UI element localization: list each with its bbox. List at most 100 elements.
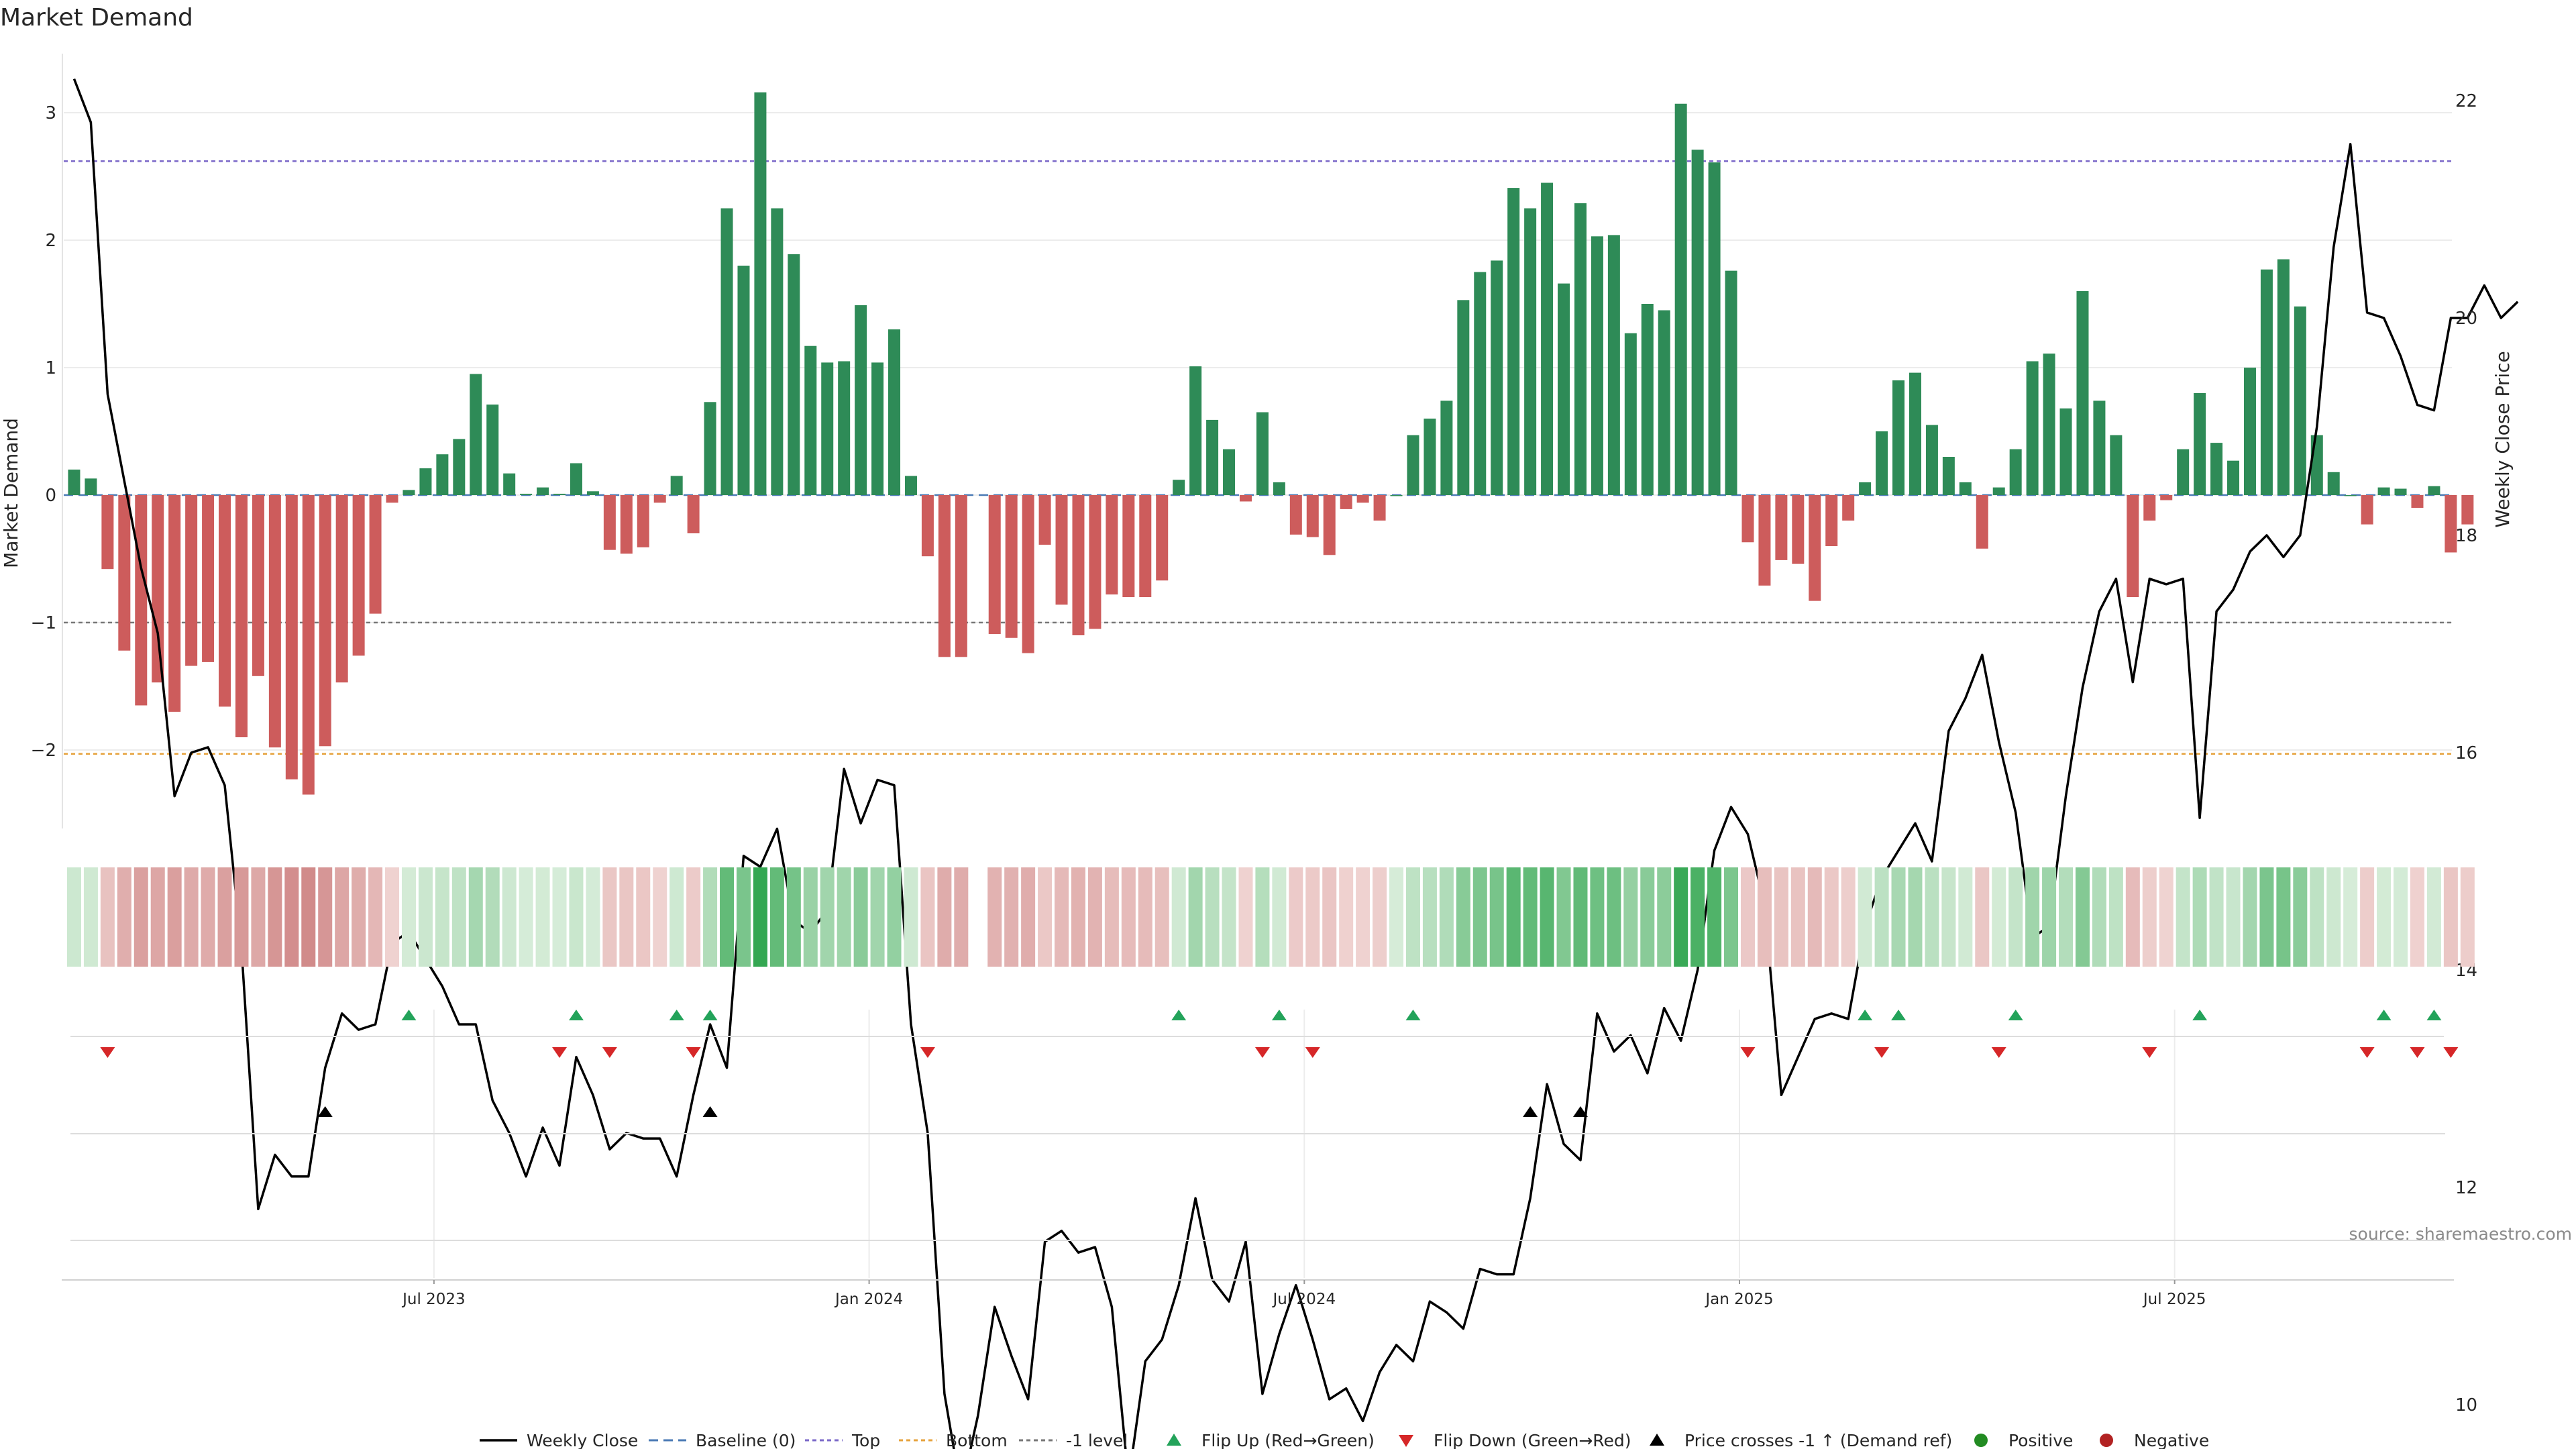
heat-cell: [753, 867, 767, 967]
demand-bar-negative: [637, 495, 649, 547]
demand-bar-negative: [335, 495, 348, 683]
heat-cell: [284, 867, 299, 967]
heat-cell: [1339, 867, 1354, 967]
heat-cell: [2460, 867, 2475, 967]
demand-bar-negative: [1038, 495, 1051, 545]
demand-bar-negative: [687, 495, 700, 533]
demand-bar-positive: [419, 468, 432, 495]
demand-bar-negative: [235, 495, 248, 737]
heat-cell: [1958, 867, 1973, 967]
flip-down-marker: [1254, 1047, 1270, 1058]
legend-swatch-dot: [1974, 1434, 1988, 1447]
demand-bar-positive: [2227, 460, 2240, 495]
heat-cell: [1891, 867, 1906, 967]
heat-cell: [100, 867, 115, 967]
heat-cell: [1456, 867, 1470, 967]
demand-bar-negative: [653, 495, 666, 503]
heat-cell: [1289, 867, 1303, 967]
heat-cell: [669, 867, 684, 967]
heat-cell: [234, 867, 249, 967]
flip-up-marker: [2192, 1010, 2208, 1020]
demand-bar-positive: [1674, 103, 1687, 495]
flip-down-marker: [2443, 1047, 2459, 1058]
y2-tick-label: 18: [2455, 526, 2477, 546]
demand-bar-positive: [402, 490, 415, 495]
heat-cell: [1623, 867, 1638, 967]
demand-bar-positive: [68, 470, 80, 495]
demand-bar-positive: [855, 305, 867, 495]
legend-item: Flip Down (Green→Red): [1399, 1431, 1631, 1449]
heat-cell: [2159, 867, 2174, 967]
heat-cell: [1757, 867, 1772, 967]
demand-bar-negative: [1842, 495, 1855, 521]
flip-down-marker: [552, 1047, 568, 1058]
demand-bar-positive: [1189, 366, 1202, 495]
y-axis-label: Market Demand: [0, 418, 22, 568]
heat-cell: [1087, 867, 1102, 967]
demand-bar-positive: [1942, 457, 1955, 495]
flip-up-marker: [1858, 1010, 1873, 1020]
heat-cell: [335, 867, 350, 967]
heat-cell: [1138, 867, 1152, 967]
heat-cell: [552, 867, 567, 967]
heat-cell: [1305, 867, 1320, 967]
heat-cell: [1874, 867, 1889, 967]
demand-bar-positive: [1892, 380, 1905, 495]
y-tick-label: −2: [31, 741, 56, 761]
heat-cell: [937, 867, 952, 967]
heat-cell: [1255, 867, 1270, 967]
demand-bar-negative: [620, 495, 633, 554]
legend-label: -1 level: [1066, 1431, 1128, 1449]
heat-cell: [217, 867, 232, 967]
demand-bar-negative: [1089, 495, 1102, 629]
demand-bars: [68, 92, 2474, 795]
demand-bar-negative: [2445, 495, 2457, 553]
y-tick-label: 0: [45, 486, 56, 506]
demand-bar-positive: [1390, 495, 1403, 496]
legend-item: Top: [805, 1431, 880, 1449]
heat-cell: [769, 867, 784, 967]
demand-bar-positive: [2394, 488, 2407, 495]
heat-cell: [184, 867, 199, 967]
flip-up-marker: [568, 1010, 584, 1020]
demand-bar-positive: [804, 345, 817, 495]
demand-bar-positive: [486, 405, 499, 495]
heat-cell: [352, 867, 366, 967]
demand-bar-positive: [1725, 270, 1737, 495]
demand-bar-positive: [2043, 354, 2055, 495]
flip-up-marker: [2376, 1010, 2392, 1020]
y2-tick-label: 22: [2455, 91, 2477, 111]
legend-swatch-triangle-down: [1399, 1435, 1413, 1447]
demand-bar-positive: [1574, 203, 1587, 495]
heat-cell: [201, 867, 215, 967]
y-tick-label: 2: [45, 231, 56, 251]
heat-cell: [1004, 867, 1019, 967]
heat-cell: [1038, 867, 1053, 967]
heat-cell: [2008, 867, 2023, 967]
x-tick-label: Jan 2025: [1704, 1291, 1773, 1308]
demand-bar-positive: [888, 329, 901, 495]
demand-bar-negative: [988, 495, 1001, 635]
heat-cell: [1222, 867, 1236, 967]
heat-cell: [636, 867, 651, 967]
heat-cell: [2075, 867, 2090, 967]
demand-bar-positive: [1859, 482, 1872, 495]
flip-down-marker: [1874, 1047, 1890, 1058]
heat-cell: [954, 867, 969, 967]
heat-cell: [1121, 867, 1136, 967]
heat-cell: [1071, 867, 1085, 967]
demand-bar-negative: [955, 495, 967, 657]
heat-cell: [920, 867, 935, 967]
flip-down-marker: [1305, 1047, 1320, 1058]
demand-bar-negative: [1239, 495, 1252, 502]
heat-cell: [1322, 867, 1337, 967]
demand-bar-positive: [821, 362, 834, 495]
heat-cell: [1104, 867, 1119, 967]
heat-cell: [1506, 867, 1521, 967]
price-cross-marker: [1572, 1106, 1588, 1117]
weekly-close-path: [72, 78, 2519, 1449]
demand-bar-positive: [1474, 272, 1487, 495]
demand-bar-negative: [1809, 495, 1821, 601]
demand-bar-negative: [352, 495, 365, 656]
legend-label: Top: [851, 1431, 880, 1449]
